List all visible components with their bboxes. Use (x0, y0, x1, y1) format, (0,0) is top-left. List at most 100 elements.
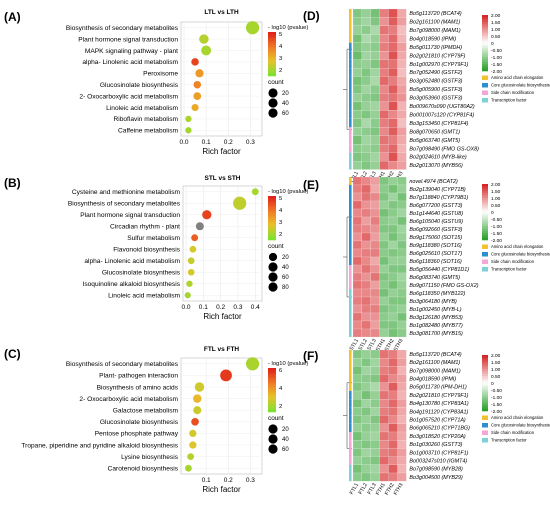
heatmap-cell (379, 232, 389, 242)
heatmap-cell (361, 93, 371, 103)
heatmap-cell (397, 192, 407, 202)
term-label: Glucosinolate biosynthesis (100, 419, 179, 426)
heatmap-cell (388, 84, 398, 94)
dotplot-panel: (B) STL vs STH 0.0 0.1 0.2 0.3 0.4 Cysteine and… (4, 175, 308, 321)
category-strip-cell (349, 464, 352, 473)
heatmap-cell (397, 407, 407, 416)
gene-label: Bo3g153450 (CYP81F4) (409, 121, 468, 127)
heatmap-cell (388, 192, 398, 202)
heatmap-cell (388, 127, 398, 136)
category-strip-cell (349, 423, 352, 432)
heatmap-cell (379, 272, 389, 282)
plot-area (182, 185, 263, 302)
heatmap-cell (370, 118, 380, 128)
color-legend-cell (268, 220, 276, 223)
heat-legend-cell (482, 371, 488, 374)
heatmap-cell (388, 296, 398, 306)
heatmap-cell (388, 264, 398, 274)
heatmap-cell (352, 110, 362, 119)
panel-letter: (A) (4, 10, 21, 24)
column-label: FTL3 (367, 482, 378, 496)
category-legend-label: Amino acid chain elongation (491, 244, 544, 249)
heatmap-cell (397, 17, 407, 26)
gene-label: Bo2g021810 (CYP79F1) (409, 393, 468, 399)
color-legend-cell (268, 368, 276, 371)
heatmap-cell (352, 192, 362, 202)
heatmap-cell (388, 366, 398, 375)
heatmap-cell (397, 366, 407, 375)
heatmap-cell (352, 25, 362, 35)
heatmap-cell (370, 423, 380, 433)
heatmap-cell (397, 312, 407, 322)
heatmap-cell (361, 101, 371, 111)
data-point (191, 58, 199, 66)
data-point (195, 69, 204, 78)
column-label: STL1 (349, 338, 360, 352)
heatmap-cell (379, 224, 389, 234)
category-legend-label: Side chain modification (491, 90, 535, 95)
gene-label: Bo6g105040 (GSTU9) (409, 219, 463, 225)
heatmap-cell (352, 161, 362, 170)
category-legend-label: Amino acid chain elongation (491, 415, 544, 420)
color-legend-cell (268, 405, 276, 408)
heat-legend-tick: -0.50 (491, 388, 502, 394)
heatmap-cell (361, 224, 371, 234)
heatmap-cell (379, 101, 389, 111)
heatmap-cell (397, 184, 407, 194)
heatmap-cell (379, 118, 389, 128)
panel-letter: (F) (303, 349, 318, 363)
heatmap-cell (388, 118, 398, 128)
term-label: Caffeine metabolism (118, 128, 178, 135)
heatmap-cell (370, 192, 380, 202)
gene-label: Bo4g130780 (CYP83A1) (409, 401, 469, 407)
panel-title: STL vs STH (204, 175, 240, 182)
heat-legend-cell (482, 207, 488, 210)
heat-legend-cell (482, 383, 488, 386)
panel-letter: (D) (303, 9, 320, 23)
heatmap-cell (352, 17, 362, 26)
color-legend-cell (268, 73, 276, 77)
heat-legend-cell (482, 359, 488, 363)
heat-legend-tick: 2.00 (491, 13, 501, 19)
heatmap-cell (397, 390, 407, 400)
color-legend-cell (268, 229, 276, 232)
heat-legend-tick: -1.50 (491, 402, 502, 408)
data-point (194, 382, 205, 392)
heatmap-cell (361, 358, 371, 367)
heatmap-cell (370, 272, 380, 282)
heatmap-cell (352, 176, 362, 186)
heatmap-cell (370, 17, 380, 26)
heatmap-cell (388, 431, 398, 441)
heat-legend-cell (482, 214, 488, 217)
color-legend-title: - log10 (pvalue) (268, 25, 308, 31)
heatmap-cell (352, 312, 362, 322)
heatmap-cell (397, 76, 407, 86)
size-legend-circle (268, 88, 278, 98)
category-strip-cell (349, 440, 352, 449)
gene-label: Bo1g003710 (CYP81F1) (409, 450, 468, 456)
gene-label: Bo2g139040 (CYP71B) (409, 187, 466, 193)
heatmap-cell (379, 240, 389, 250)
heatmap-cell (352, 256, 362, 266)
heatmap-cell (379, 312, 389, 322)
gene-label: Bo3g126180 (MYB53) (409, 315, 463, 321)
heatmap-cell (370, 464, 380, 474)
heatmap-cell (352, 144, 362, 153)
x-tick-label: 0.2 (224, 477, 233, 484)
color-legend-cell (268, 207, 276, 210)
heatmap-cell (379, 358, 389, 367)
heat-legend-cell (482, 397, 488, 400)
heatmap-cell (370, 240, 380, 250)
heatmap-cell (397, 374, 407, 383)
heat-legend-cell (482, 205, 488, 208)
heat-legend-cell (482, 188, 488, 192)
heatmap-cell (370, 472, 380, 482)
heatmap-cell (379, 93, 389, 103)
heatmap-cell (370, 232, 380, 242)
heatmap-cell (379, 304, 389, 314)
column-label: STH1 (375, 338, 387, 353)
data-point (201, 45, 212, 56)
heat-legend-tick: -0.50 (491, 217, 502, 223)
data-point (233, 196, 247, 210)
heatmap-cell (361, 382, 371, 392)
